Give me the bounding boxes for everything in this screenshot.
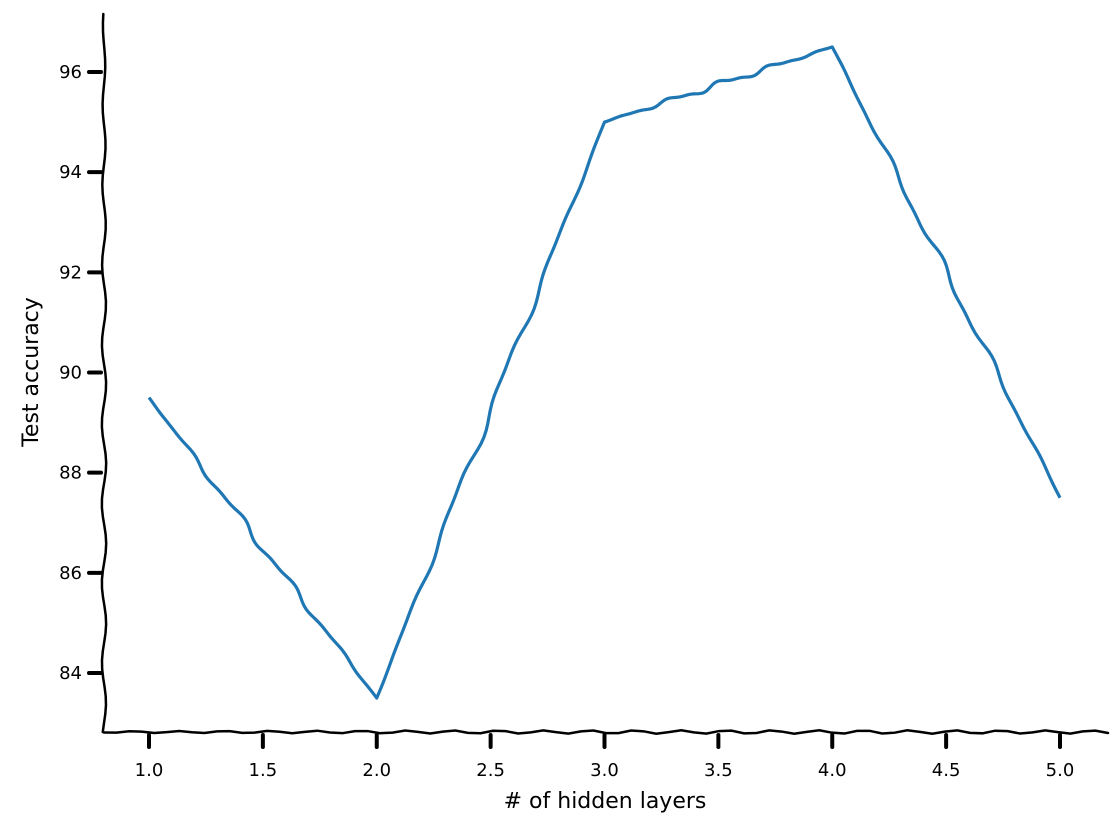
y-tick-label: 92	[59, 262, 82, 283]
y-tick-label: 88	[59, 463, 82, 484]
x-tick-label: 4.0	[818, 760, 847, 781]
x-tick-label: 1.0	[135, 760, 164, 781]
x-tick-label: 2.0	[362, 760, 391, 781]
y-axis-title: Test accuracy	[19, 297, 44, 448]
series-layer	[147, 45, 1062, 700]
x-axis-line	[102, 728, 1110, 736]
y-tick-label: 84	[59, 663, 82, 684]
x-axis: 1.0 1.5 2.0 2.5 3.0 3.5 4.0 4.5 5.0	[102, 728, 1110, 781]
x-tick-label: 5.0	[1046, 760, 1075, 781]
x-tick-label: 3.0	[590, 760, 619, 781]
series-line	[147, 45, 1062, 700]
y-tick-label: 90	[59, 363, 82, 384]
x-tick-label: 3.5	[704, 760, 733, 781]
x-tick-label: 4.5	[932, 760, 961, 781]
y-tick-label: 96	[59, 62, 82, 83]
y-tick-label: 86	[59, 563, 82, 584]
y-axis-line	[100, 12, 108, 734]
x-axis-title: # of hidden layers	[504, 789, 707, 814]
y-axis: 84 86 88 90 92 94 96	[59, 12, 108, 734]
y-tick-label: 94	[59, 162, 82, 183]
x-tick-label: 2.5	[476, 760, 505, 781]
x-tick-label: 1.5	[249, 760, 278, 781]
